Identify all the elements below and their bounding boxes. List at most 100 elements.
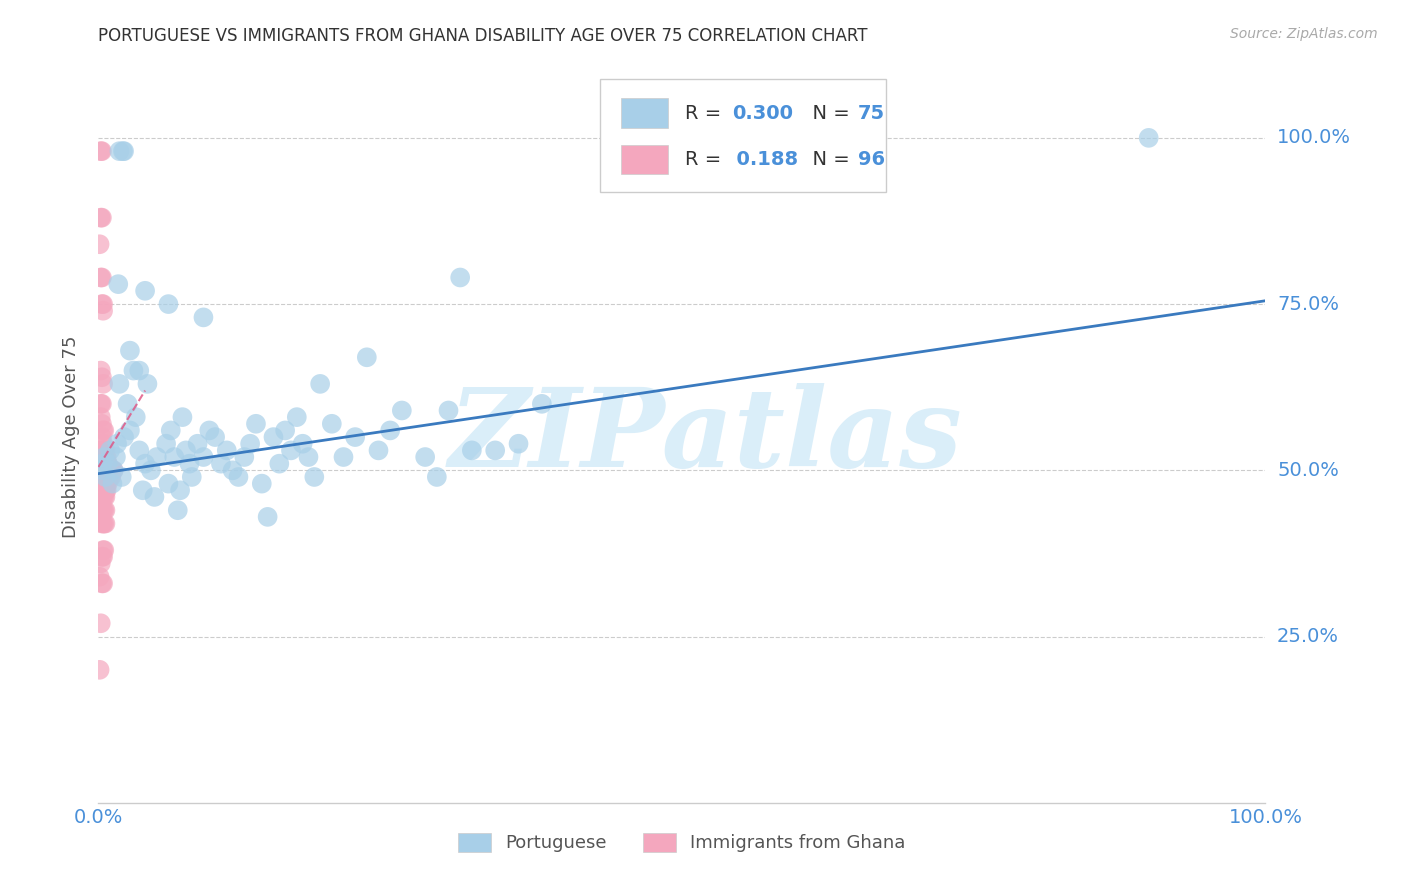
Point xyxy=(280,443,302,458)
Point xyxy=(96,483,118,498)
Point xyxy=(143,490,166,504)
Point xyxy=(94,490,117,504)
Point xyxy=(93,516,115,531)
Point xyxy=(198,424,221,438)
Point xyxy=(93,543,115,558)
Text: PORTUGUESE VS IMMIGRANTS FROM GHANA DISABILITY AGE OVER 75 CORRELATION CHART: PORTUGUESE VS IMMIGRANTS FROM GHANA DISA… xyxy=(98,27,868,45)
Point xyxy=(321,417,343,431)
Text: 100.0%: 100.0% xyxy=(1277,128,1351,147)
Point xyxy=(256,509,278,524)
Text: Source: ZipAtlas.com: Source: ZipAtlas.com xyxy=(1230,27,1378,41)
Point xyxy=(90,430,112,444)
Point xyxy=(187,436,209,450)
Point xyxy=(146,450,169,464)
Point xyxy=(101,463,124,477)
Point xyxy=(179,457,201,471)
Point xyxy=(101,476,124,491)
Point xyxy=(367,443,389,458)
Point xyxy=(100,463,122,477)
Point xyxy=(90,397,112,411)
Point xyxy=(97,470,120,484)
Point xyxy=(508,436,530,450)
Point xyxy=(169,483,191,498)
Point xyxy=(111,470,134,484)
Point xyxy=(97,463,120,477)
Point xyxy=(90,616,112,631)
Point xyxy=(245,417,267,431)
Point xyxy=(356,351,378,365)
Point xyxy=(180,470,202,484)
Point xyxy=(107,277,129,292)
Point xyxy=(108,376,131,391)
Point xyxy=(98,443,121,458)
Point xyxy=(90,417,112,431)
Text: R =: R = xyxy=(685,103,728,122)
Point xyxy=(91,503,114,517)
Point xyxy=(91,549,114,564)
Point xyxy=(117,397,139,411)
Point xyxy=(93,450,115,464)
Text: N =: N = xyxy=(800,150,856,169)
Point xyxy=(96,457,118,471)
Point xyxy=(93,483,115,498)
Point xyxy=(221,463,243,477)
Point xyxy=(90,297,112,311)
Point xyxy=(90,516,112,531)
Point xyxy=(128,443,150,458)
Point xyxy=(391,403,413,417)
Point xyxy=(93,424,115,438)
Point xyxy=(166,503,188,517)
Point xyxy=(91,576,114,591)
Point xyxy=(90,490,112,504)
Point xyxy=(90,211,112,225)
Point xyxy=(91,436,114,450)
Point xyxy=(90,410,112,425)
Point xyxy=(104,450,127,464)
Point xyxy=(484,443,506,458)
Text: ZIPatlas: ZIPatlas xyxy=(449,384,962,491)
Text: 25.0%: 25.0% xyxy=(1277,627,1339,646)
Point xyxy=(90,443,112,458)
Point xyxy=(91,483,114,498)
Point xyxy=(90,457,112,471)
Point xyxy=(304,470,326,484)
Point xyxy=(134,284,156,298)
Point xyxy=(285,410,308,425)
Point xyxy=(193,310,215,325)
Point xyxy=(97,470,120,484)
Point xyxy=(91,376,114,391)
Text: 96: 96 xyxy=(858,150,886,169)
Point xyxy=(90,270,112,285)
Point xyxy=(90,363,112,377)
Point xyxy=(90,144,112,158)
Point xyxy=(89,663,111,677)
Point xyxy=(228,470,250,484)
Point xyxy=(90,443,112,458)
Point xyxy=(172,410,194,425)
Point xyxy=(103,463,125,477)
Text: 50.0%: 50.0% xyxy=(1277,461,1339,480)
Point xyxy=(89,570,111,584)
Bar xyxy=(621,145,668,174)
Point xyxy=(125,410,148,425)
Point xyxy=(118,343,141,358)
Text: 75.0%: 75.0% xyxy=(1277,294,1339,314)
Point xyxy=(159,424,181,438)
Point xyxy=(193,450,215,464)
Text: 0.300: 0.300 xyxy=(733,103,793,122)
Point xyxy=(233,450,256,464)
Point xyxy=(94,450,117,464)
Point xyxy=(274,424,297,438)
Point xyxy=(91,297,114,311)
Point xyxy=(93,503,115,517)
Point xyxy=(426,470,449,484)
Point xyxy=(134,457,156,471)
Point xyxy=(97,476,120,491)
Point xyxy=(112,430,135,444)
Point xyxy=(94,476,117,491)
Text: R =: R = xyxy=(685,150,728,169)
Point xyxy=(90,457,112,471)
Point xyxy=(89,237,111,252)
Point xyxy=(449,270,471,285)
Point xyxy=(91,516,114,531)
